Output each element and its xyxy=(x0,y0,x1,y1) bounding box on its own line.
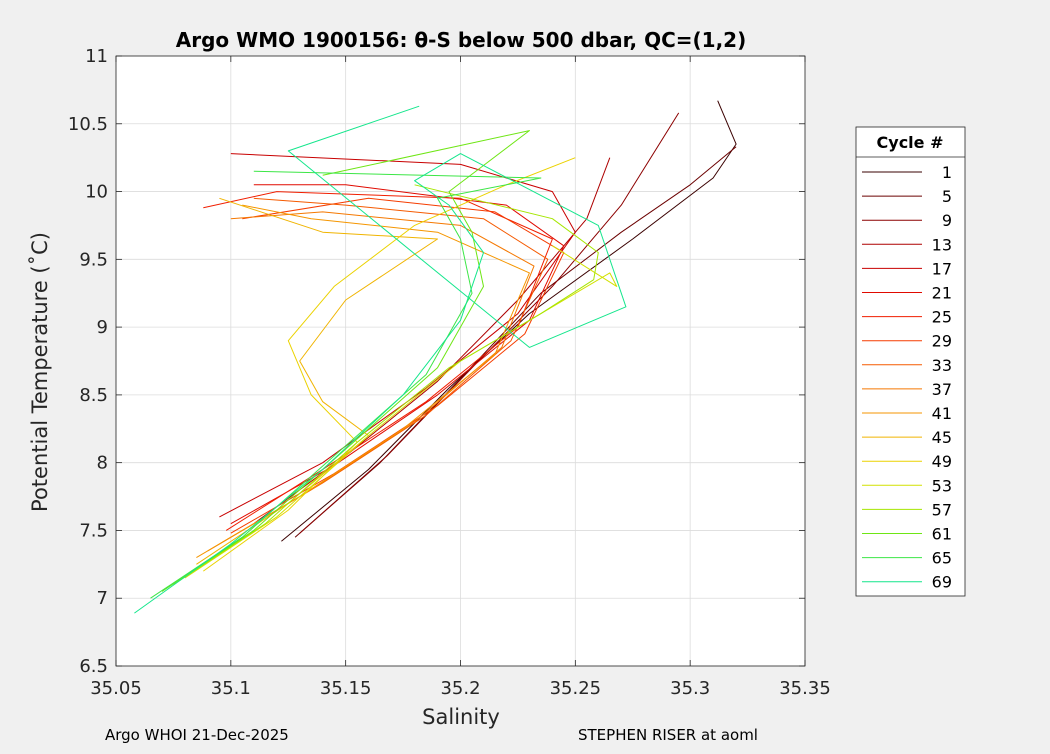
legend-label: 53 xyxy=(932,476,952,495)
series-line-cycle-69 xyxy=(134,105,627,614)
y-tick-label: 9.5 xyxy=(79,249,108,270)
x-tick-label: 35.2 xyxy=(440,678,480,699)
series-layer xyxy=(134,100,737,614)
x-tick-label: 35.3 xyxy=(670,678,710,699)
legend-label: 1 xyxy=(942,163,952,182)
series-line-cycle-41 xyxy=(196,204,530,559)
legend-label: 65 xyxy=(932,549,952,568)
legend-label: 5 xyxy=(942,187,952,206)
legend-label: 33 xyxy=(932,356,952,375)
legend-label: 49 xyxy=(932,452,952,471)
legend-box xyxy=(855,126,966,597)
series-line-cycle-37 xyxy=(207,211,535,552)
legend-label: 37 xyxy=(932,380,952,399)
x-axis-label: Salinity xyxy=(422,705,500,729)
footer-right: STEPHEN RISER at aoml xyxy=(578,726,758,744)
x-tick-label: 35.1 xyxy=(211,678,251,699)
y-axis: 6.5 7 7.5 8 8.5 9 9.5 10 10.5 11 xyxy=(68,46,805,677)
chart-title: Argo WMO 1900156: θ-S below 500 dbar, QC… xyxy=(176,28,746,52)
legend-label: 69 xyxy=(932,573,952,592)
y-tick-label: 8.5 xyxy=(79,385,108,406)
y-tick-label: 10 xyxy=(85,182,108,203)
series-line-cycle-57 xyxy=(173,184,599,586)
x-tick-label: 35.25 xyxy=(550,678,602,699)
legend-label: 21 xyxy=(932,284,952,303)
legend: Cycle # 1 5 9 13 17 21 25 29 33 37 41 45 49 53 57 61 65 6… xyxy=(855,126,966,597)
legend-title: Cycle # xyxy=(877,133,944,152)
series-line-cycle-5 xyxy=(294,146,737,538)
series-line-cycle-21 xyxy=(230,184,565,525)
y-tick-label: 10.5 xyxy=(68,114,108,135)
y-tick-label: 6.5 xyxy=(79,656,108,677)
y-tick-label: 9 xyxy=(97,317,108,338)
series-line-cycle-9 xyxy=(299,112,680,534)
series-line-cycle-33 xyxy=(219,197,549,545)
legend-label: 29 xyxy=(932,332,952,351)
y-axis-label: Potential Temperature (˚C) xyxy=(28,232,52,512)
legend-label: 41 xyxy=(932,404,952,423)
x-tick-label: 35.15 xyxy=(320,678,372,699)
y-tick-label: 11 xyxy=(85,46,108,67)
x-tick-label: 35.05 xyxy=(90,678,142,699)
legend-label: 57 xyxy=(932,500,952,519)
series-line-cycle-49 xyxy=(203,157,576,572)
legend-label: 17 xyxy=(932,259,952,278)
series-line-cycle-61 xyxy=(161,130,530,592)
x-axis: 35.05 35.1 35.15 35.2 35.25 35.3 35.35 xyxy=(90,56,831,699)
legend-label: 13 xyxy=(932,235,952,254)
y-tick-label: 7.5 xyxy=(79,520,108,541)
legend-label: 61 xyxy=(932,525,952,544)
y-tick-label: 7 xyxy=(97,588,108,609)
legend-label: 45 xyxy=(932,428,952,447)
series-line-cycle-45 xyxy=(196,197,438,565)
legend-label: 9 xyxy=(942,211,952,230)
legend-label: 25 xyxy=(932,308,952,327)
y-tick-label: 8 xyxy=(97,453,108,474)
footer-left: Argo WHOI 21-Dec-2025 xyxy=(105,726,289,744)
x-tick-label: 35.35 xyxy=(779,678,831,699)
legend-items: 1 5 9 13 17 21 25 29 33 37 41 45 49 53 57 61 65 69 xyxy=(862,163,952,592)
